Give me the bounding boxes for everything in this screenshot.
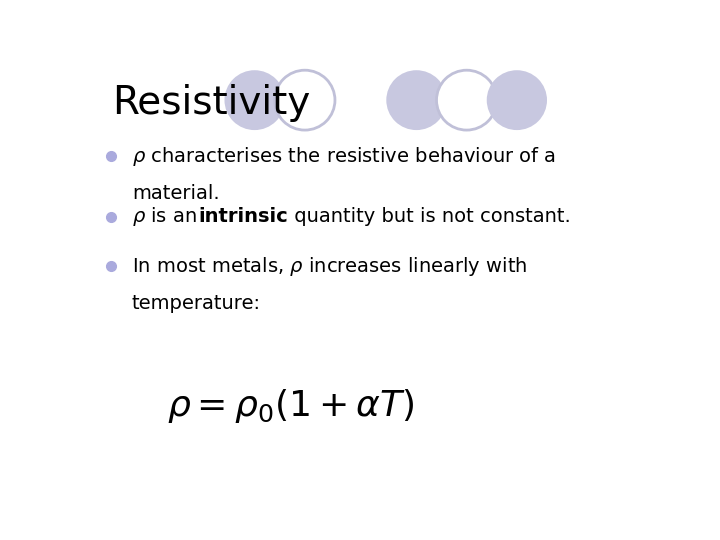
Text: Resistivity: Resistivity xyxy=(112,84,310,122)
Ellipse shape xyxy=(436,70,497,130)
Text: intrinsic: intrinsic xyxy=(199,207,288,226)
Ellipse shape xyxy=(387,70,446,130)
Ellipse shape xyxy=(225,70,284,130)
Text: In most metals, $\rho$ increases linearly with: In most metals, $\rho$ increases linearl… xyxy=(132,255,527,278)
Text: material.: material. xyxy=(132,184,220,203)
Ellipse shape xyxy=(275,70,335,130)
Text: temperature:: temperature: xyxy=(132,294,261,313)
Text: $\rho$ characterises the resistive behaviour of a: $\rho$ characterises the resistive behav… xyxy=(132,145,556,168)
Text: $\rho$ is an: $\rho$ is an xyxy=(132,205,199,228)
Ellipse shape xyxy=(487,70,547,130)
Text: $\rho = \rho_0\left(1 + \alpha T\right)$: $\rho = \rho_0\left(1 + \alpha T\right)$ xyxy=(167,387,415,425)
Text: quantity but is not constant.: quantity but is not constant. xyxy=(288,207,571,226)
